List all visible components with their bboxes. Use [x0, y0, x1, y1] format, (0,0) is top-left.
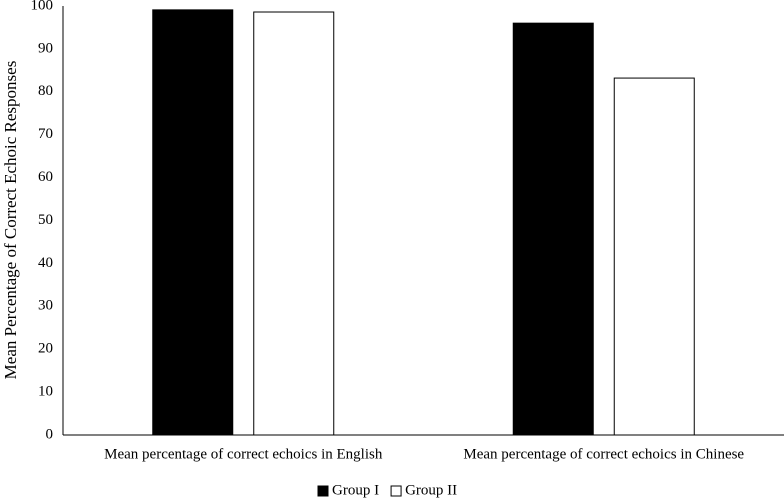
y-tick-label: 50	[38, 212, 53, 228]
legend-swatch	[317, 485, 329, 497]
y-tick-label: 10	[38, 384, 53, 400]
y-tick-label: 20	[38, 341, 53, 357]
y-tick-label: 60	[38, 169, 53, 185]
y-axis-label: Mean Percentage of Correct Echoic Respon…	[1, 61, 20, 380]
y-tick-label: 70	[38, 126, 53, 142]
y-tick-label: 40	[38, 255, 53, 271]
y-tick-label: 100	[31, 0, 54, 13]
legend-label: Group II	[405, 482, 457, 498]
legend-swatch	[390, 485, 402, 497]
x-tick-label: Mean percentage of correct echoics in Ch…	[463, 446, 744, 462]
y-tick-label: 30	[38, 298, 53, 314]
bar	[613, 77, 695, 436]
y-tick-label: 90	[38, 40, 53, 56]
bar	[512, 22, 594, 436]
bar	[152, 9, 234, 436]
y-tick-label: 80	[38, 83, 53, 99]
bar	[253, 11, 335, 436]
legend-label: Group I	[332, 482, 379, 498]
x-tick-label: Mean percentage of correct echoics in En…	[104, 446, 383, 462]
y-tick-label: 0	[46, 426, 54, 442]
